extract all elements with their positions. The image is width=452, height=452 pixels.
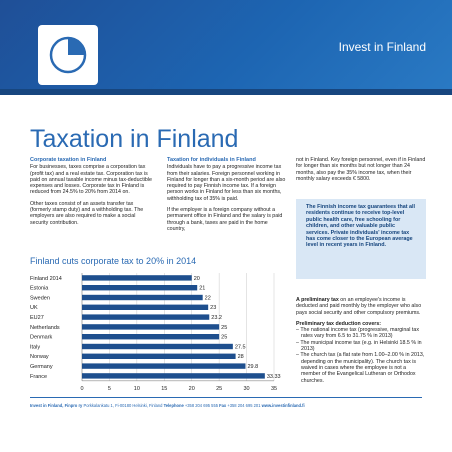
- category-label: Netherlands: [30, 325, 60, 331]
- deduction-item-church: – The church tax (a flat rate from 1.00–…: [296, 352, 425, 384]
- bar: [82, 275, 192, 281]
- category-label: Denmark: [30, 335, 53, 341]
- bar: [82, 324, 220, 330]
- category-label: Italy: [30, 344, 40, 350]
- continued-paragraph: not in Finland. Key foreign personnel, e…: [296, 157, 426, 182]
- footer-tel-label: Telephone: [163, 403, 184, 408]
- header-title: Invest in Finland: [338, 40, 426, 54]
- callout-box: The Finnish income tax guarantees that a…: [296, 199, 426, 279]
- footer-rule: [30, 397, 422, 398]
- preliminary-lead: A preliminary tax: [296, 297, 339, 303]
- bar: [82, 334, 220, 340]
- category-label: UK: [30, 305, 38, 311]
- bar: [82, 314, 210, 320]
- bar: [82, 294, 203, 301]
- preliminary-paragraph: A preliminary tax on an employee's incom…: [296, 297, 426, 316]
- chart-title: Finland cuts corporate tax to 20% in 201…: [30, 256, 197, 266]
- individuals-paragraph-1: Individuals have to pay a progressive in…: [167, 164, 286, 202]
- corporate-paragraph-2: Other taxes consist of an assets transfe…: [30, 200, 144, 226]
- value-label: 25: [221, 325, 227, 331]
- bar-chart: 0 5 10 15 20 25 30 35 Finland 2014 20 Estonia 21 Swe…: [30, 273, 281, 392]
- value-label: 33.33: [267, 374, 281, 380]
- category-label: Sweden: [30, 295, 50, 301]
- x-tick-label: 30: [244, 386, 250, 392]
- deductions-heading: Preliminary tax deduction covers:: [296, 320, 382, 327]
- corporate-paragraph-1: For businesses, taxes comprise a corpora…: [30, 164, 152, 196]
- value-label: 25: [221, 335, 227, 341]
- header-stripe: [0, 89, 452, 95]
- bar: [82, 363, 246, 369]
- x-tick-label: 0: [80, 386, 83, 392]
- value-label: 21: [199, 286, 205, 292]
- footer-fax-label: Fax: [219, 403, 227, 408]
- footer-tel: +358 204 695 555: [183, 403, 220, 408]
- page-title: Taxation in Finland: [30, 125, 239, 153]
- x-tick-label: 35: [271, 386, 277, 392]
- value-label: 20: [194, 276, 200, 282]
- deduction-item-national: – The national income tax (progressive, …: [296, 327, 419, 340]
- bar: [82, 373, 265, 379]
- value-label: 22: [205, 295, 211, 301]
- x-tick-label: 20: [189, 386, 195, 392]
- continued-section: not in Finland. Key foreign personnel, e…: [296, 157, 426, 187]
- callout-text: The Finnish income tax guarantees that a…: [306, 204, 416, 249]
- footer-address: Porkkalankatu 1, Fi-00180 Helsinki, Finl…: [82, 403, 164, 408]
- category-label: France: [30, 374, 47, 380]
- preliminary-text: on an employee's income is deducted and …: [296, 297, 422, 316]
- header-banner: Invest in Finland: [0, 0, 452, 95]
- category-label: Norway: [30, 354, 49, 360]
- bar: [82, 285, 198, 291]
- individual-taxation-section: Taxation for individuals in Finland Indi…: [167, 157, 287, 237]
- footer: Invest in Finland, Finpro ry Porkkalanka…: [30, 403, 305, 408]
- x-tick-label: 5: [108, 386, 111, 392]
- value-label: 29.8: [247, 364, 258, 370]
- bar: [82, 353, 236, 359]
- category-label: Finland 2014: [30, 276, 62, 282]
- category-label: Estonia: [30, 286, 49, 292]
- bar: [82, 304, 209, 310]
- category-label: Germany: [30, 364, 53, 370]
- corporate-taxation-section: Corporate taxation in Finland For busine…: [30, 157, 155, 231]
- category-label: EU27: [30, 315, 44, 321]
- footer-web-link[interactable]: www.investinfinland.fi: [261, 403, 305, 408]
- corporate-heading: Corporate taxation in Finland: [30, 157, 107, 163]
- individuals-heading: Taxation for individuals in Finland: [167, 157, 256, 163]
- deduction-item-municipal: – The municipal income tax (e.g. in Hels…: [296, 339, 422, 353]
- value-label: 27.5: [235, 344, 246, 350]
- footer-fax: +358 204 695 201: [226, 403, 262, 408]
- pie-chart-logo-icon: [38, 25, 98, 85]
- value-label: 23: [210, 305, 216, 311]
- value-label: 23.2: [211, 315, 222, 321]
- x-tick-label: 10: [134, 386, 140, 392]
- value-label: 28: [238, 354, 244, 360]
- preliminary-tax-section: A preliminary tax on an employee's incom…: [296, 297, 426, 384]
- individuals-paragraph-2: If the employer is a foreign company wit…: [167, 207, 283, 232]
- bar: [82, 343, 233, 350]
- x-tick-label: 15: [161, 386, 167, 392]
- footer-org: Invest in Finland, Finpro ry: [30, 403, 83, 408]
- x-tick-label: 25: [216, 386, 222, 392]
